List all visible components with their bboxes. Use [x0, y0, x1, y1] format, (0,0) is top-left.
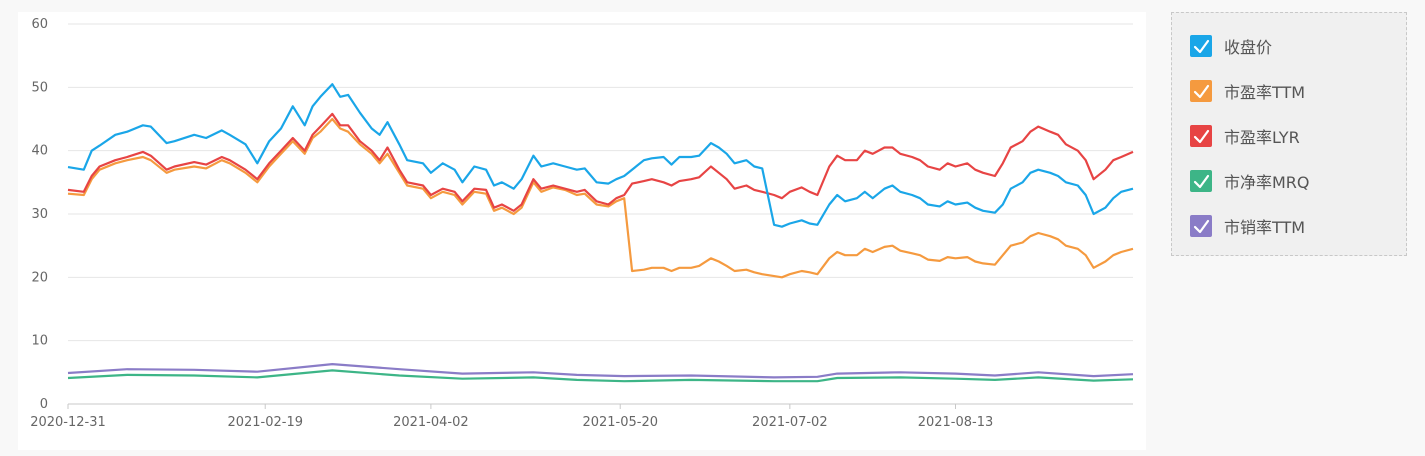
checkbox-checked-icon[interactable]: [1190, 80, 1212, 102]
y-tick-label: 40: [31, 144, 48, 159]
series-line-4: [67, 363, 1134, 379]
legend-item-4[interactable]: 市销率TTM: [1190, 213, 1305, 239]
legend-label: 收盘价: [1224, 38, 1273, 57]
legend-item-0[interactable]: 收盘价: [1190, 33, 1272, 59]
x-tick-label: 2021-07-02: [752, 415, 828, 430]
x-tick-label: 2021-02-19: [227, 415, 303, 430]
checkbox-checked-icon[interactable]: [1190, 35, 1212, 57]
checkbox-checked-icon[interactable]: [1190, 125, 1212, 147]
y-tick-label: 10: [31, 334, 48, 349]
y-tick-label: 0: [40, 397, 48, 412]
series-line-3: [67, 369, 1134, 383]
x-tick-label: 2021-05-20: [582, 415, 658, 430]
series-line-0: [67, 83, 1134, 228]
line-chart: 0 10 20 30 40 50 60 2020-12-31 2021-02-19 2021-04…: [30, 17, 1134, 430]
y-tick-label: 60: [31, 17, 48, 32]
y-tick-label: 30: [31, 207, 48, 222]
checkbox-checked-icon[interactable]: [1190, 170, 1212, 192]
legend-label: 市盈率LYR: [1224, 128, 1300, 147]
legend-label: 市销率TTM: [1224, 218, 1306, 237]
x-tick-label: 2021-04-02: [393, 415, 469, 430]
x-tick-label: 2021-08-13: [918, 415, 994, 430]
y-tick-label: 20: [31, 270, 48, 285]
series-line-1: [67, 117, 1134, 279]
legend-label: 市净率MRQ: [1224, 173, 1310, 192]
legend-item-1[interactable]: 市盈率TTM: [1190, 78, 1305, 104]
x-tick-label: 2020-12-31: [30, 415, 106, 430]
legend-label: 市盈率TTM: [1224, 83, 1306, 102]
series-line-2: [67, 112, 1134, 212]
chart-panel: 0 10 20 30 40 50 60 2020-12-31 2021-02-19 2021-04…: [18, 12, 1146, 450]
y-tick-label: 50: [31, 80, 48, 95]
legend: 收盘价市盈率TTM 市盈率LYR 市净率MRQ 市销率TTM: [1171, 12, 1407, 256]
legend-item-2[interactable]: 市盈率LYR: [1190, 123, 1300, 149]
legend-item-3[interactable]: 市净率MRQ: [1190, 168, 1310, 194]
checkbox-checked-icon[interactable]: [1190, 215, 1212, 237]
